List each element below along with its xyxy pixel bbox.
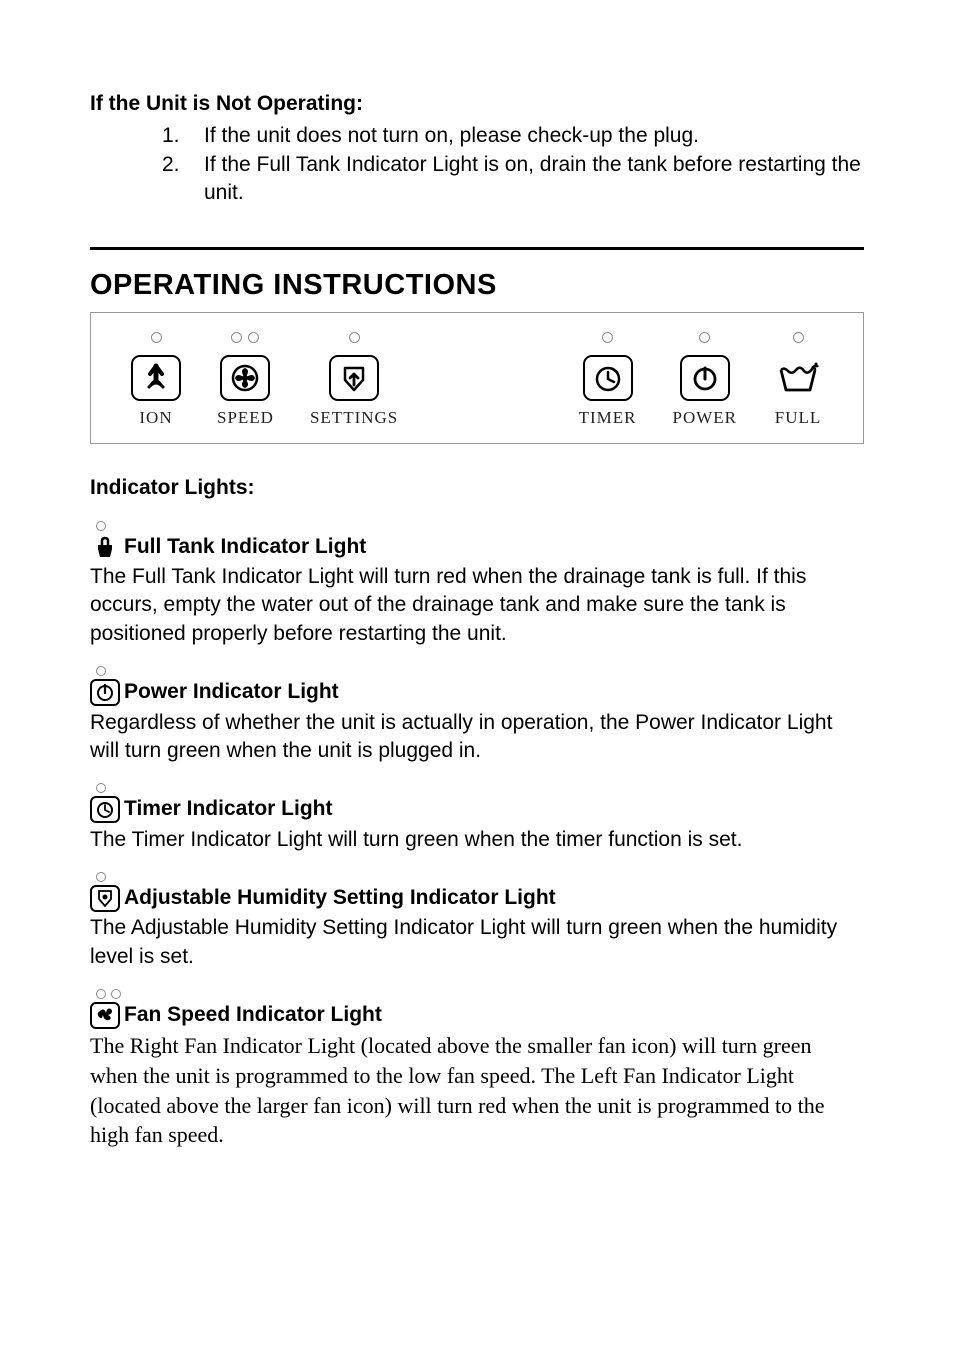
led-icon: [96, 666, 106, 676]
indicator-leds: [96, 989, 864, 999]
indicator-leds: [96, 872, 864, 882]
settings-small-icon: [90, 885, 120, 912]
ion-icon[interactable]: [131, 355, 181, 401]
led-row: [349, 331, 360, 345]
indicator-body: The Right Fan Indicator Light (located a…: [90, 1031, 864, 1150]
speed-icon[interactable]: [220, 355, 270, 401]
led-icon: [111, 989, 121, 999]
led-row: [602, 331, 613, 345]
full-icon[interactable]: [773, 355, 823, 401]
indicator-title: Timer Indicator Light: [124, 795, 332, 823]
indicator-block: Power Indicator Light Regardless of wheth…: [90, 666, 864, 765]
indicator-body: Regardless of whether the unit is actual…: [90, 709, 864, 766]
indicator-heading: Timer Indicator Light: [90, 795, 864, 823]
panel-label: TIMER: [579, 407, 637, 430]
led-row: [699, 331, 710, 345]
indicator-heading: Power Indicator Light: [90, 678, 864, 706]
indicator-title: Fan Speed Indicator Light: [124, 1001, 382, 1029]
troubleshoot-list: 1.If the unit does not turn on, please c…: [162, 122, 864, 207]
heading: OPERATING INSTRUCTIONS: [90, 266, 864, 305]
indicator-title: Power Indicator Light: [124, 678, 339, 706]
settings-icon[interactable]: [329, 355, 379, 401]
panel-label: POWER: [673, 407, 738, 430]
panel-group: TIMER POWER FULL: [579, 331, 823, 430]
indicator-body: The Full Tank Indicator Light will turn …: [90, 563, 864, 648]
panel-label: ION: [139, 407, 172, 430]
indicator-title: Adjustable Humidity Setting Indicator Li…: [124, 884, 556, 912]
indicator-heading: Adjustable Humidity Setting Indicator Li…: [90, 884, 864, 912]
indicator-leds: [96, 666, 864, 676]
panel-item-settings: SETTINGS: [310, 331, 398, 430]
panel-item-ion: ION: [131, 331, 181, 430]
section-divider: [90, 247, 864, 250]
list-text: If the Full Tank Indicator Light is on, …: [204, 151, 864, 208]
timer-icon[interactable]: [583, 355, 633, 401]
control-panel: ION SPEED SETTINGS TIMER POWER FULL: [90, 312, 864, 445]
led-row: [793, 331, 804, 345]
panel-item-speed: SPEED: [217, 331, 274, 430]
troubleshoot-item: 2.If the Full Tank Indicator Light is on…: [162, 151, 864, 208]
panel-label: SETTINGS: [310, 407, 398, 430]
indicator-block: Full Tank Indicator LightThe Full Tank I…: [90, 521, 864, 648]
timer-small-icon: [90, 796, 120, 823]
indicator-leds: [96, 521, 864, 531]
indicator-leds: [96, 783, 864, 793]
indicator-heading: Fan Speed Indicator Light: [90, 1001, 864, 1029]
list-text: If the unit does not turn on, please che…: [204, 122, 864, 150]
panel-item-full: FULL: [773, 331, 823, 430]
panel-item-timer: TIMER: [579, 331, 637, 430]
led-icon: [96, 872, 106, 882]
panel-group: ION SPEED SETTINGS: [131, 331, 398, 430]
led-row: [151, 331, 162, 345]
speed-small-icon: [90, 1002, 120, 1029]
led-icon: [151, 332, 162, 343]
indicator-title: Full Tank Indicator Light: [124, 533, 366, 561]
panel-item-power: POWER: [673, 331, 738, 430]
led-icon: [96, 989, 106, 999]
indicator-block: Fan Speed Indicator LightThe Right Fan I…: [90, 989, 864, 1150]
full-small-icon: [90, 533, 120, 560]
indicator-block: Adjustable Humidity Setting Indicator Li…: [90, 872, 864, 971]
indicator-body: The Timer Indicator Light will turn gree…: [90, 826, 864, 854]
led-icon: [96, 521, 106, 531]
indicator-body: The Adjustable Humidity Setting Indicato…: [90, 914, 864, 971]
power-small-icon: [90, 679, 120, 706]
troubleshoot-title: If the Unit is Not Operating:: [90, 90, 864, 118]
indicators-title: Indicator Lights:: [90, 474, 864, 502]
led-icon: [248, 332, 259, 343]
led-icon: [349, 332, 360, 343]
power-icon[interactable]: [680, 355, 730, 401]
list-number: 1.: [162, 122, 204, 150]
led-icon: [602, 332, 613, 343]
led-icon: [231, 332, 242, 343]
led-icon: [699, 332, 710, 343]
troubleshoot-item: 1.If the unit does not turn on, please c…: [162, 122, 864, 150]
led-icon: [793, 332, 804, 343]
led-row: [231, 331, 259, 345]
indicator-heading: Full Tank Indicator Light: [90, 533, 864, 561]
led-icon: [96, 783, 106, 793]
indicator-block: Timer Indicator Light The Timer Indicator…: [90, 783, 864, 854]
panel-label: SPEED: [217, 407, 274, 430]
list-number: 2.: [162, 151, 204, 208]
panel-label: FULL: [775, 407, 822, 430]
